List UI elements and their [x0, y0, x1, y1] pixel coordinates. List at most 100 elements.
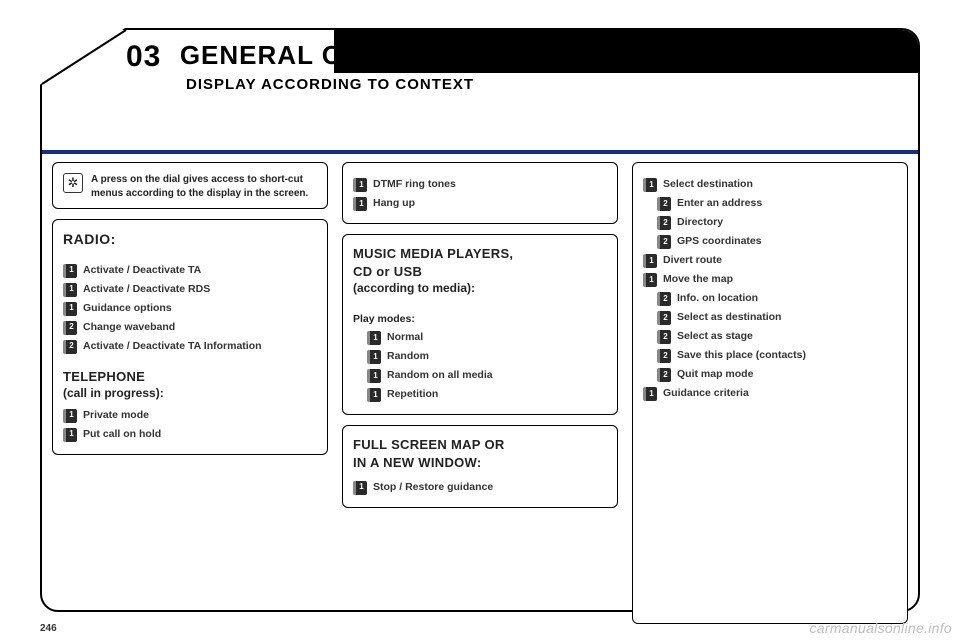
list-item: 2 GPS coordinates	[657, 234, 897, 249]
item-label: Private mode	[83, 408, 149, 422]
radio-panel: RADIO: 1 Activate / Deactivate TA 1 Activa…	[52, 219, 328, 455]
step-badge: 2	[657, 216, 671, 230]
list-item: 1 Activate / Deactivate TA	[63, 263, 317, 278]
telephone-heading: TELEPHONE	[63, 368, 317, 386]
step-badge: 1	[367, 388, 381, 402]
list-item: 2 Select as destination	[657, 310, 897, 325]
item-label: Directory	[677, 215, 723, 229]
step-badge: 1	[367, 369, 381, 383]
list-item: 1 Random on all media	[367, 368, 607, 383]
media-sub: (according to media):	[353, 280, 607, 296]
item-label: Quit map mode	[677, 367, 753, 381]
list-item: 2Save this place (contacts)	[657, 348, 897, 363]
step-badge: 2	[63, 340, 77, 354]
step-badge: 1	[367, 331, 381, 345]
item-label: Normal	[387, 330, 423, 344]
step-badge: 2	[657, 292, 671, 306]
column-1: ✲ A press on the dial gives access to sh…	[52, 162, 328, 624]
step-badge: 1	[353, 197, 367, 211]
item-label: Activate / Deactivate TA	[83, 263, 201, 277]
list-item: 1Put call on hold	[63, 427, 317, 442]
step-badge: 2	[657, 311, 671, 325]
nav-panel: 1Select destination 2Enter an address 2D…	[632, 162, 908, 624]
item-label: Info. on location	[677, 291, 758, 305]
item-label: GPS coordinates	[677, 234, 762, 248]
list-item: 1 Guidance criteria	[643, 386, 897, 401]
item-label: Guidance criteria	[663, 386, 749, 400]
step-badge: 2	[63, 321, 77, 335]
step-badge: 1	[643, 387, 657, 401]
list-item: 2 Info. on location	[657, 291, 897, 306]
item-label: Enter an address	[677, 196, 762, 210]
note-text: A press on the dial gives access to shor…	[91, 173, 317, 200]
step-badge: 1	[643, 178, 657, 192]
watermark: carmanualsonline.info	[810, 620, 953, 636]
step-badge: 2	[657, 330, 671, 344]
item-label: Activate / Deactivate TA Information	[83, 339, 262, 353]
call-panel: 1 DTMF ring tones 1 Hang up	[342, 162, 618, 224]
step-badge: 2	[657, 197, 671, 211]
media-modes-label: Play modes:	[353, 312, 607, 326]
header-rule	[42, 150, 918, 154]
item-label: Random on all media	[387, 368, 493, 382]
list-item: 2 Change waveband	[63, 320, 317, 335]
item-label: Activate / Deactivate RDS	[83, 282, 210, 296]
list-item: 2 Directory	[657, 215, 897, 230]
chapter-number: 03	[126, 40, 161, 74]
item-label: Random	[387, 349, 429, 363]
step-badge: 1	[63, 428, 77, 442]
item-label: Change waveband	[83, 320, 175, 334]
item-label: Hang up	[373, 196, 415, 210]
page-subtitle: DISPLAY ACCORDING TO CONTEXT	[186, 76, 910, 93]
item-label: Guidance options	[83, 301, 172, 315]
step-badge: 1	[353, 178, 367, 192]
step-badge: 1	[367, 350, 381, 364]
content-columns: ✲ A press on the dial gives access to sh…	[52, 162, 908, 624]
column-3: 1Select destination 2Enter an address 2D…	[632, 162, 908, 624]
list-item: 2 Enter an address	[657, 196, 897, 211]
step-badge: 1	[353, 481, 367, 495]
page-header: 03 GENERAL OPERATION DISPLAY ACCORDING T…	[60, 32, 910, 103]
telephone-sub: (call in progress):	[63, 385, 317, 401]
step-badge: 2	[657, 235, 671, 249]
manual-page: 03 GENERAL OPERATION DISPLAY ACCORDING T…	[0, 0, 960, 640]
step-badge: 1	[63, 302, 77, 316]
item-label: Divert route	[663, 253, 722, 267]
list-item: 1 Private mode	[63, 408, 317, 423]
step-badge: 1	[63, 264, 77, 278]
item-label: Move the map	[663, 272, 733, 286]
map-heading-2: IN A NEW WINDOW:	[353, 454, 607, 472]
step-badge: 1	[643, 273, 657, 287]
page-number: 246	[40, 623, 57, 634]
item-label: Save this place (contacts)	[677, 348, 806, 362]
media-panel: MUSIC MEDIA PLAYERS, CD or USB (accordin…	[342, 234, 618, 415]
list-item: 1 Move the map	[643, 272, 897, 287]
list-item: 1 Repetition	[367, 387, 607, 402]
step-badge: 2	[657, 368, 671, 382]
step-badge: 1	[63, 409, 77, 423]
item-label: Stop / Restore guidance	[373, 480, 493, 494]
list-item: 1 Random	[367, 349, 607, 364]
list-item: 1 Stop / Restore guidance	[353, 480, 607, 495]
page-title: GENERAL OPERATION	[180, 40, 484, 71]
list-item: 2 Select as stage	[657, 329, 897, 344]
map-panel: FULL SCREEN MAP OR IN A NEW WINDOW: 1 Sto…	[342, 425, 618, 507]
item-label: Select as stage	[677, 329, 753, 343]
item-label: Repetition	[387, 387, 438, 401]
list-item: 1 Hang up	[353, 196, 607, 211]
item-label: Select as destination	[677, 310, 781, 324]
list-item: 1 Activate / Deactivate RDS	[63, 282, 317, 297]
media-heading-1: MUSIC MEDIA PLAYERS,	[353, 245, 607, 263]
media-heading-2: CD or USB	[353, 263, 607, 281]
map-heading-1: FULL SCREEN MAP OR	[353, 436, 607, 454]
list-item: 1 Divert route	[643, 253, 897, 268]
list-item: 2 Activate / Deactivate TA Information	[63, 339, 317, 354]
step-badge: 1	[63, 283, 77, 297]
note-panel: ✲ A press on the dial gives access to sh…	[52, 162, 328, 209]
list-item: 1Select destination	[643, 177, 897, 192]
step-badge: 1	[643, 254, 657, 268]
radio-heading: RADIO:	[63, 230, 317, 249]
list-item: 1 DTMF ring tones	[353, 177, 607, 192]
column-2: 1 DTMF ring tones 1 Hang up MUSIC MEDIA PL…	[342, 162, 618, 624]
item-label: DTMF ring tones	[373, 177, 456, 191]
